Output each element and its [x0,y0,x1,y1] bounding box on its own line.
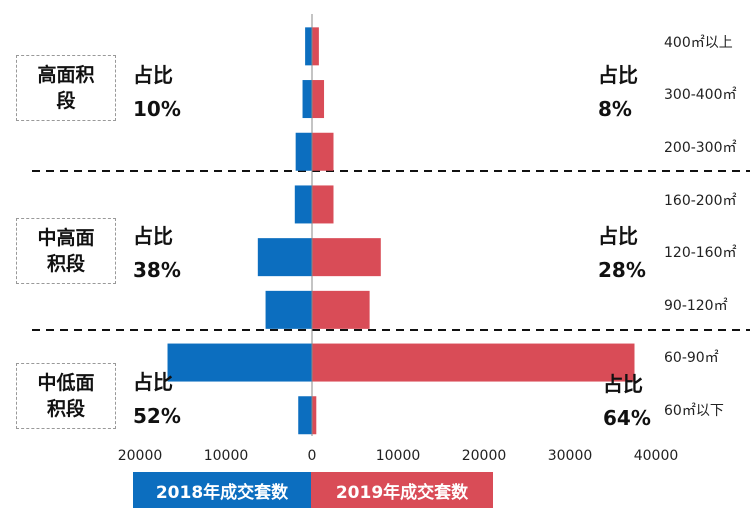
share-2019-mid-high: 占比 28% [598,219,646,287]
bar-2019-7 [312,396,317,435]
share-2019-high: 占比 8% [598,58,638,126]
x-tick-label-0: 20000 [118,448,163,464]
share-2019-high-value: 8% [598,97,632,121]
bar-2019-4 [312,238,381,277]
category-label-3: 160-200㎡ [664,193,737,209]
segment-box-high: 高面积段 [16,55,116,121]
share-2018-mid-low: 占比 52% [133,365,181,433]
segment-label-high: 高面积段 [37,64,95,112]
bar-2018-4 [257,238,312,277]
bar-2018-2 [295,132,312,171]
x-tick-label-6: 40000 [634,448,679,464]
segment-label-mid-low: 中低面积段 [37,372,95,420]
share-2018-mid-high-value: 38% [133,258,181,282]
x-tick-label-5: 30000 [548,448,593,464]
share-2018-mid-low-value: 52% [133,404,181,428]
bar-2018-6 [167,343,312,382]
bar-2019-1 [312,80,325,119]
share-2018-high: 占比 10% [133,58,181,126]
share-2019-mid-high-value: 28% [598,258,646,282]
bar-2019-3 [312,185,334,224]
bar-2019-6 [312,343,635,382]
share-2019-high-label: 占比 [598,63,638,87]
x-tick-label-2: 0 [308,448,317,464]
category-label-4: 120-160㎡ [664,245,737,261]
bar-2018-5 [265,290,312,329]
share-2019-mid-low-value: 64% [603,406,651,430]
segment-label-mid-high: 中高面积段 [37,227,95,275]
x-tick-label-1: 10000 [204,448,249,464]
share-2018-high-label: 占比 [133,63,173,87]
bar-2018-3 [294,185,312,224]
category-label-7: 60㎡以下 [664,403,724,419]
share-2019-mid-low-label: 占比 [603,372,643,396]
legend-2018: 2018年成交套数 [133,472,311,508]
bar-2019-2 [312,132,334,171]
share-2019-mid-high-label: 占比 [598,224,638,248]
share-2018-mid-high-label: 占比 [133,224,173,248]
category-label-5: 90-120㎡ [664,298,728,314]
legend-2019: 2019年成交套数 [311,472,493,508]
segment-box-mid-low: 中低面积段 [16,363,116,429]
share-2019-mid-low: 占比 64% [603,367,651,435]
share-2018-mid-low-label: 占比 [133,370,173,394]
category-label-6: 60-90㎡ [664,350,719,366]
bar-2018-0 [305,27,312,66]
bar-2019-5 [312,290,370,329]
bar-2019-0 [312,27,319,66]
category-label-2: 200-300㎡ [664,140,737,156]
x-tick-label-4: 20000 [462,448,507,464]
segment-box-mid-high: 中高面积段 [16,218,116,284]
category-label-0: 400㎡以上 [664,35,733,51]
bar-2018-1 [302,80,312,119]
bar-2018-7 [298,396,312,435]
share-2018-high-value: 10% [133,97,181,121]
share-2018-mid-high: 占比 38% [133,219,181,287]
category-label-1: 300-400㎡ [664,87,737,103]
x-tick-label-3: 10000 [376,448,421,464]
